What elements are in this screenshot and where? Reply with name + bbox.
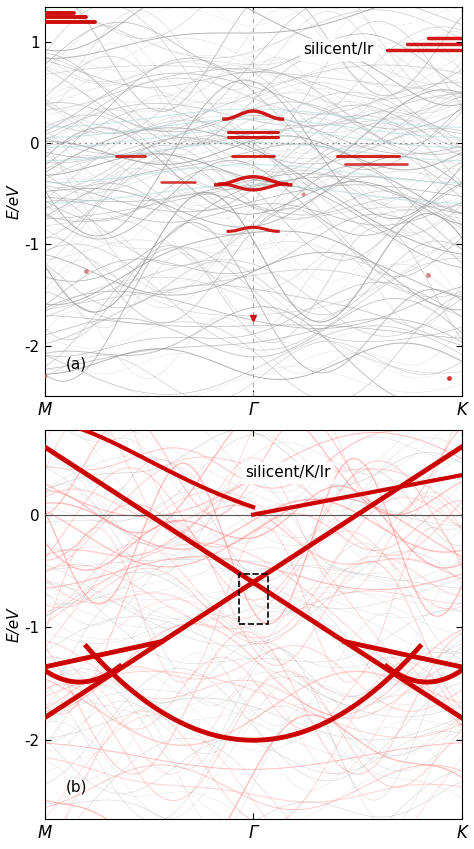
Y-axis label: E/eV: E/eV: [7, 184, 22, 219]
Y-axis label: E/eV: E/eV: [7, 607, 22, 642]
Text: silicent/Ir: silicent/Ir: [303, 42, 374, 57]
Text: (a): (a): [65, 357, 87, 372]
Text: silicent/K/Ir: silicent/K/Ir: [245, 465, 330, 480]
Text: (b): (b): [65, 780, 87, 795]
Bar: [238, 575, 268, 624]
